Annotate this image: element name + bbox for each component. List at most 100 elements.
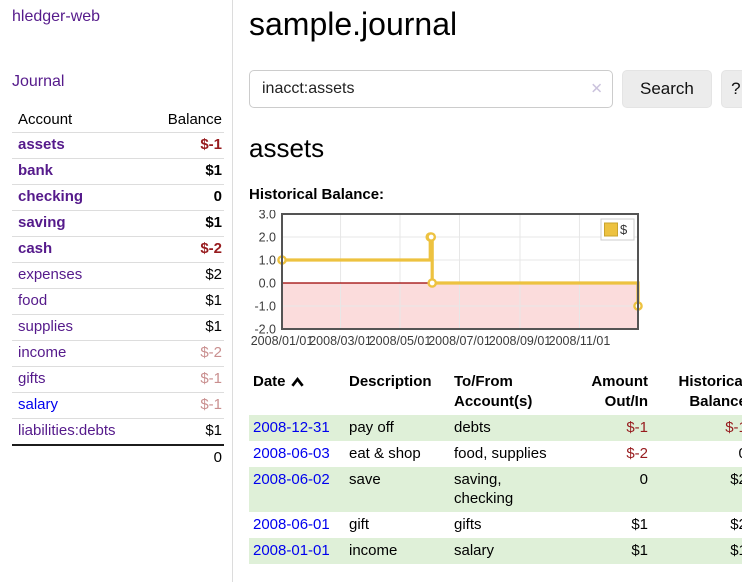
transaction-accounts: saving, checking bbox=[454, 471, 514, 507]
register-header-balance: Historical Balance bbox=[678, 373, 742, 410]
account-balance: $-1 bbox=[200, 370, 222, 387]
account-balance: $1 bbox=[205, 292, 222, 309]
svg-text:-1.0: -1.0 bbox=[254, 300, 276, 314]
account-page-title: assets bbox=[249, 133, 325, 163]
register-row: 2008-06-01 gift gifts $1 $2 bbox=[249, 512, 742, 538]
account-link-saving[interactable]: saving bbox=[18, 214, 66, 231]
register-header-description: Description bbox=[349, 373, 432, 390]
svg-text:-2.0: -2.0 bbox=[254, 323, 276, 337]
svg-text:1.0: 1.0 bbox=[259, 254, 276, 268]
account-row: supplies $1 bbox=[12, 314, 224, 341]
transaction-amount: $-2 bbox=[626, 445, 648, 462]
transaction-description: save bbox=[349, 471, 381, 488]
main-content: sample.journal ✕ Search ? assets Histori… bbox=[233, 0, 742, 582]
account-link-supplies[interactable]: supplies bbox=[18, 318, 74, 335]
account-link-expenses[interactable]: expenses bbox=[18, 266, 83, 283]
sidebar: hledger-web Journal Account Balance asse… bbox=[0, 0, 233, 582]
svg-text:2008/07/01: 2008/07/01 bbox=[428, 334, 491, 348]
transaction-balance: $1 bbox=[730, 542, 742, 559]
transaction-date-link[interactable]: 2008-12-31 bbox=[253, 419, 330, 436]
account-row: food $1 bbox=[12, 288, 224, 315]
account-row: bank $1 bbox=[12, 158, 224, 185]
page-title: sample.journal bbox=[249, 6, 458, 42]
account-row: assets $-1 bbox=[12, 132, 224, 159]
account-row: checking 0 bbox=[12, 184, 224, 211]
svg-text:2008/09/01: 2008/09/01 bbox=[489, 334, 552, 348]
search-button[interactable]: Search bbox=[622, 70, 712, 108]
account-link-assets[interactable]: assets bbox=[18, 136, 65, 153]
transaction-description: pay off bbox=[349, 419, 394, 436]
account-row: cash $-2 bbox=[12, 236, 224, 263]
transaction-balance: $2 bbox=[730, 516, 742, 533]
account-link-bank[interactable]: bank bbox=[18, 162, 54, 179]
svg-text:2008/11/01: 2008/11/01 bbox=[549, 334, 611, 348]
account-link-gifts[interactable]: gifts bbox=[18, 370, 46, 387]
svg-text:2.0: 2.0 bbox=[259, 231, 276, 245]
register-row: 2008-06-03 eat & shop food, supplies $-2… bbox=[249, 441, 742, 467]
account-balance: $1 bbox=[205, 422, 222, 439]
register-header-date[interactable]: Date bbox=[249, 369, 345, 415]
transaction-balance: 0 bbox=[652, 441, 742, 467]
accounts-table: Account Balance assets $-1 bank $1 check… bbox=[12, 108, 224, 471]
transaction-accounts: food, supplies bbox=[454, 445, 547, 462]
account-link-income[interactable]: income bbox=[18, 344, 67, 361]
account-row: income $-2 bbox=[12, 340, 224, 367]
account-balance: $-2 bbox=[200, 344, 222, 361]
transaction-accounts: salary bbox=[454, 542, 495, 559]
transaction-amount: $1 bbox=[631, 542, 648, 559]
account-balance: $1 bbox=[205, 318, 222, 335]
svg-text:0.0: 0.0 bbox=[259, 277, 276, 291]
search-input[interactable] bbox=[249, 70, 613, 108]
transaction-balance: $-1 bbox=[725, 419, 742, 436]
transaction-description: income bbox=[349, 542, 398, 559]
transaction-description: eat & shop bbox=[349, 445, 421, 462]
register-header-accounts: To/From Account(s) bbox=[454, 373, 533, 410]
svg-text:$: $ bbox=[620, 222, 628, 237]
account-balance: $1 bbox=[205, 214, 222, 231]
account-row: gifts $-1 bbox=[12, 366, 224, 393]
chart-title: Historical Balance: bbox=[249, 186, 385, 203]
transaction-date-link[interactable]: 2008-06-01 bbox=[253, 516, 330, 533]
chart-canvas: 3.0 2.0 1.0 0.0 -1.0 -2.02008/01/012008/03/01… bbox=[251, 210, 643, 348]
svg-text:3.0: 3.0 bbox=[259, 210, 276, 222]
brand-link[interactable]: hledger-web bbox=[12, 8, 101, 25]
accounts-total-row: 0 bbox=[12, 445, 224, 471]
sidebar-item-journal[interactable]: Journal bbox=[12, 73, 65, 90]
register-table: Date Description To/From Account(s) Amou… bbox=[249, 369, 742, 564]
accounts-total-balance: 0 bbox=[213, 449, 222, 466]
account-link-checking[interactable]: checking bbox=[18, 188, 84, 205]
clear-search-icon[interactable]: ✕ bbox=[590, 80, 603, 98]
transaction-amount: $-1 bbox=[626, 419, 648, 436]
accounts-header-account: Account bbox=[18, 111, 73, 128]
account-row: salary $-1 bbox=[12, 392, 224, 419]
accounts-header-row: Account Balance bbox=[12, 108, 224, 133]
account-link-salary[interactable]: salary bbox=[18, 396, 59, 413]
svg-text:2008/05/01: 2008/05/01 bbox=[369, 334, 432, 348]
register-row: 2008-01-01 income salary $1 $1 bbox=[249, 538, 742, 564]
historical-balance-chart: 3.0 2.0 1.0 0.0 -1.0 -2.0 2008/01/01 2008/03/01… bbox=[249, 210, 651, 352]
transaction-date-link[interactable]: 2008-06-03 bbox=[253, 445, 330, 462]
accounts-header-balance: Balance bbox=[167, 111, 222, 128]
search-form: ✕ Search ? bbox=[249, 70, 742, 108]
transaction-date-link[interactable]: 2008-06-02 bbox=[253, 471, 330, 488]
transaction-balance: $2 bbox=[730, 471, 742, 488]
register-row: 2008-12-31 pay off debts $-1 $-1 bbox=[249, 415, 742, 441]
account-link-cash[interactable]: cash bbox=[18, 240, 53, 257]
account-balance: $2 bbox=[205, 266, 222, 283]
transaction-amount: $1 bbox=[631, 516, 648, 533]
sort-caret-up-icon bbox=[290, 376, 304, 387]
account-balance: $-2 bbox=[200, 240, 222, 257]
transaction-amount: 0 bbox=[639, 471, 648, 488]
account-link-liabilities-debts[interactable]: liabilities:debts bbox=[18, 422, 116, 439]
transaction-date-link[interactable]: 2008-01-01 bbox=[253, 542, 330, 559]
register-header-amount: Amount Out/In bbox=[591, 373, 648, 410]
account-balance: $-1 bbox=[200, 396, 222, 413]
account-balance: $-1 bbox=[200, 136, 222, 153]
account-balance: 0 bbox=[213, 188, 222, 205]
account-row: saving $1 bbox=[12, 210, 224, 237]
help-button[interactable]: ? bbox=[720, 70, 742, 108]
register-header-row: Date Description To/From Account(s) Amou… bbox=[249, 369, 742, 415]
account-link-food[interactable]: food bbox=[18, 292, 48, 309]
transaction-accounts: debts bbox=[454, 419, 491, 436]
